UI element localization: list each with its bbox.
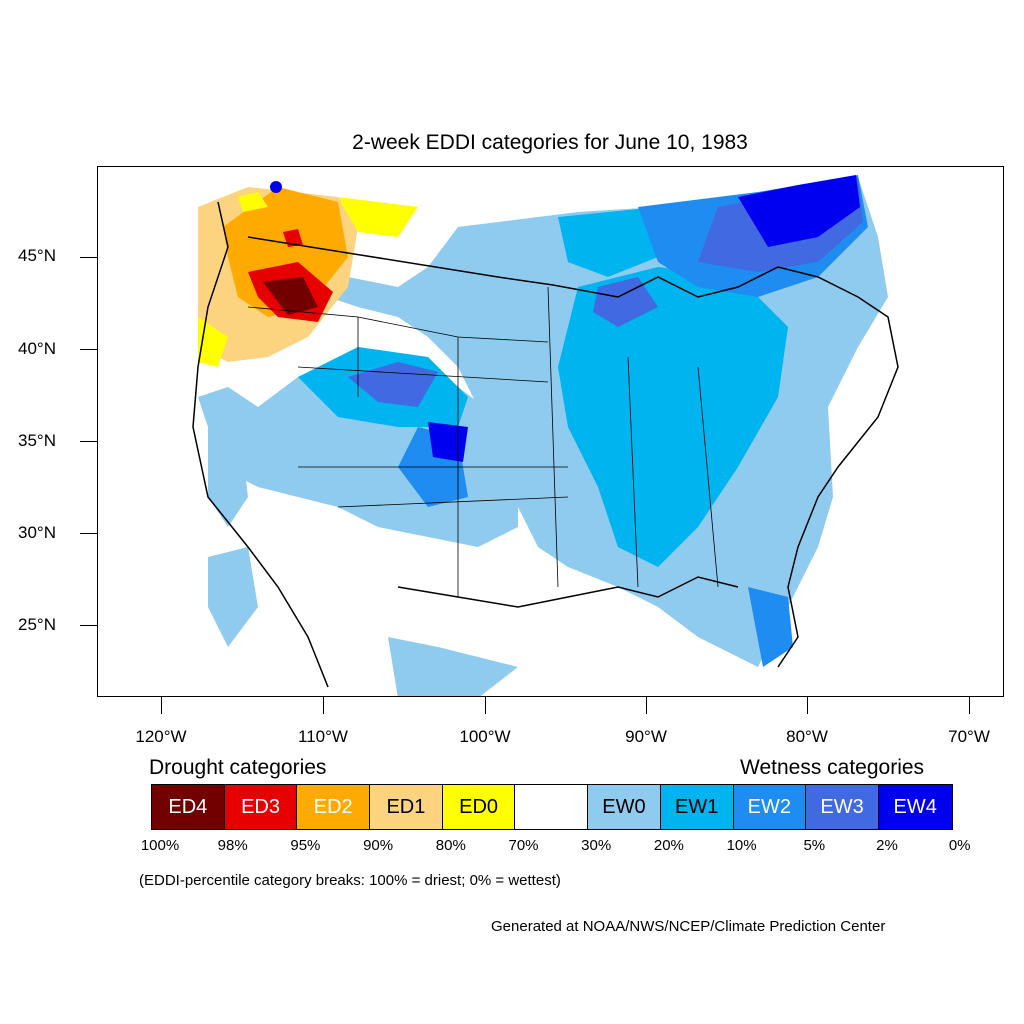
percentile-label: 70%	[508, 837, 539, 854]
percentile-label: 98%	[217, 837, 248, 854]
percentile-label: 80%	[435, 837, 466, 854]
legend-cell-ew3: EW3	[806, 785, 879, 829]
eddi-map-graphic	[192, 175, 899, 696]
percentile-label: 2%	[876, 837, 898, 854]
lat-label: 40°N	[18, 339, 56, 358]
percentile-label: 100%	[140, 837, 180, 854]
lon-label: 70°W	[948, 727, 990, 746]
drought-legend-heading: Drought categories	[149, 756, 327, 779]
lon-tick	[969, 697, 970, 714]
lat-tick	[80, 349, 97, 350]
percentile-label: 5%	[803, 837, 826, 854]
legend-cell-ew1: EW1	[660, 785, 734, 829]
lon-label: 90°W	[625, 727, 667, 746]
percentile-label: 30%	[581, 837, 612, 854]
lat-tick	[80, 441, 97, 442]
lat-label: 45°N	[18, 246, 56, 265]
lon-label: 100°W	[459, 727, 511, 746]
wetness-shading	[198, 175, 888, 696]
lat-label: 25°N	[18, 615, 56, 634]
legend-cell-neutral	[515, 785, 589, 829]
category-legend: ED4 ED3 ED2 ED1 ED0 EW0 EW1 EW2 EW3 EW4	[151, 784, 953, 830]
percentile-label: 95%	[290, 837, 321, 854]
wetness-legend-heading: Wetness categories	[740, 756, 925, 779]
credit-text: Generated at NOAA/NWS/NCEP/Climate Predi…	[491, 918, 886, 935]
lon-label: 120°W	[135, 727, 187, 746]
percentile-label: 90%	[363, 837, 394, 854]
eddi-map	[97, 166, 1004, 697]
percentile-label: 0%	[948, 837, 971, 854]
lon-label: 80°W	[786, 727, 828, 746]
legend-cell-ed3: ED3	[224, 785, 298, 829]
legend-cell-ed0: ED0	[442, 785, 516, 829]
state-borders	[247, 286, 719, 597]
lon-tick	[485, 697, 486, 714]
legend-cell-ew0: EW0	[588, 785, 661, 829]
legend-cell-ed1: ED1	[370, 785, 443, 829]
lon-tick	[161, 697, 162, 714]
lat-tick	[80, 533, 97, 534]
lat-label: 35°N	[18, 431, 56, 450]
legend-cell-ed2: ED2	[297, 785, 371, 829]
legend-cell-ew4: EW4	[878, 785, 952, 829]
lon-tick	[323, 697, 324, 714]
percentile-label: 10%	[726, 837, 757, 854]
lat-tick	[80, 625, 97, 626]
lat-label: 30°N	[18, 523, 56, 542]
legend-cell-ew2: EW2	[733, 785, 807, 829]
map-title: 2-week EDDI categories for June 10, 1983	[352, 131, 748, 154]
drought-shading	[198, 181, 418, 367]
coastlines	[192, 201, 899, 688]
category-note: (EDDI-percentile category breaks: 100% =…	[139, 872, 561, 889]
lon-tick	[807, 697, 808, 714]
lat-tick	[80, 257, 97, 258]
lon-tick	[646, 697, 647, 714]
lon-label: 110°W	[298, 727, 348, 746]
legend-cell-ed4: ED4	[152, 785, 225, 829]
percentile-label: 20%	[653, 837, 684, 854]
